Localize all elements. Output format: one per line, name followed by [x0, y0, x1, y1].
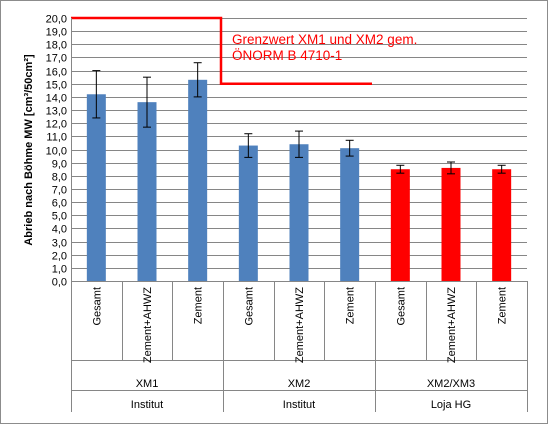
- x-tick-label: Gesamt: [91, 287, 103, 326]
- y-tick-label: 1,0: [52, 264, 67, 276]
- y-tick-label: 14,0: [46, 93, 67, 105]
- error-bar: [345, 139, 354, 157]
- y-tick-labels: 0,01,02,03,0 4,05,06,07,08,09,010,0 11,012…: [46, 14, 67, 289]
- y-tick-label: 7,0: [52, 185, 67, 197]
- y-tick-label: 16,0: [46, 67, 67, 79]
- axes: [71, 18, 528, 412]
- x-tick-label: Zement+AHWZ: [142, 287, 154, 363]
- y-tick-label: 18,0: [46, 40, 67, 52]
- bar: [289, 144, 309, 281]
- y-tick-label: 8,0: [52, 172, 67, 184]
- x-tick-label: Zement: [345, 287, 357, 324]
- y-tick-label: 20,0: [46, 14, 67, 26]
- error-bar: [497, 164, 506, 174]
- limit-line: [71, 16, 372, 85]
- group-label-level1: XM1: [136, 378, 159, 390]
- bar: [137, 102, 157, 281]
- x-tick-label: Gesamt: [395, 287, 407, 326]
- bar: [238, 145, 258, 281]
- x-tick-label: Zement: [497, 287, 509, 324]
- y-tick-label: 13,0: [46, 106, 67, 118]
- group-label-level1: XM2: [288, 378, 311, 390]
- error-bar: [143, 76, 151, 128]
- y-tick-label: 6,0: [52, 198, 67, 210]
- error-bar: [244, 133, 253, 158]
- x-tick-label: Gesamt: [243, 287, 255, 326]
- error-bar: [193, 62, 202, 98]
- bar: [340, 148, 360, 281]
- y-tick-label: 10,0: [46, 146, 67, 158]
- group-label-level2: Institut: [131, 399, 163, 411]
- y-tick-label: 2,0: [52, 251, 67, 263]
- x-tick-label: Zement: [193, 287, 205, 324]
- x-tick-labels: Gesamt Zement+AHWZ Zement Gesamt Zement+AHWZ…: [91, 287, 508, 411]
- error-bar: [92, 70, 101, 119]
- group-label-level1: XM2/XM3: [427, 378, 475, 390]
- error-bar: [396, 164, 405, 174]
- limit-label-line2: ÖNORM B 4710-1: [232, 48, 342, 63]
- y-tick-label: 9,0: [52, 159, 67, 171]
- bar: [441, 167, 461, 281]
- bar: [86, 94, 106, 282]
- y-tick-label: 3,0: [52, 238, 67, 250]
- limit-step-line: [71, 16, 372, 85]
- bar: [188, 79, 208, 282]
- y-axis-label: Abrieb nach Böhme MW [cm³/50cm²]: [23, 54, 35, 246]
- y-tick-label: 19,0: [46, 27, 67, 39]
- x-tick-label: Zement+AHWZ: [294, 287, 306, 363]
- error-bars: [92, 62, 506, 175]
- y-tick-label: 15,0: [46, 80, 67, 92]
- y-tick-label: 12,0: [46, 119, 67, 131]
- y-tick-label: 5,0: [52, 211, 67, 223]
- y-tick-label: 11,0: [46, 132, 67, 144]
- bar: [390, 169, 410, 281]
- y-tick-label: 4,0: [52, 224, 67, 236]
- group-label-level2: Loja HG: [431, 399, 471, 411]
- group-label-level2: Institut: [283, 399, 315, 411]
- error-bar: [447, 161, 455, 175]
- x-tick-label: Zement+AHWZ: [446, 287, 458, 363]
- y-tick-label: 17,0: [46, 53, 67, 65]
- error-bar: [295, 130, 303, 158]
- y-tick-label: 0,0: [52, 277, 67, 289]
- limit-label-line1: Grenzwert XM1 und XM2 gem.: [232, 32, 417, 47]
- bar: [492, 169, 512, 281]
- bars: [86, 79, 512, 282]
